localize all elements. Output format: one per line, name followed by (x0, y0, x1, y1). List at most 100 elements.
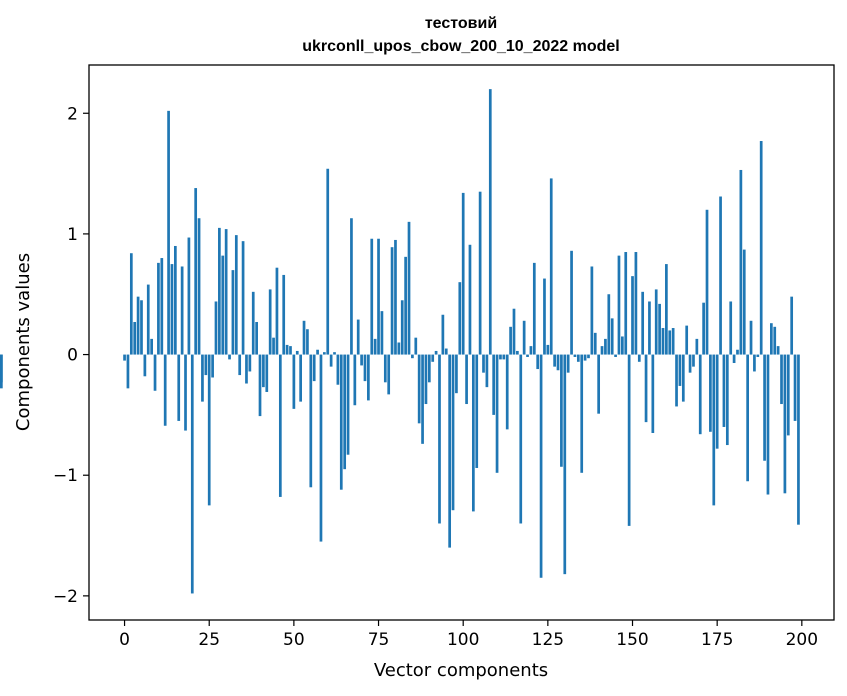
bar (665, 264, 668, 355)
bar (793, 354, 797, 421)
bar (370, 238, 374, 355)
bar (739, 169, 743, 355)
bar (268, 289, 272, 355)
bar (688, 354, 692, 373)
bar (204, 354, 208, 376)
bar (427, 354, 431, 383)
chart-title-line2: ukrconll_upos_cbow_200_10_2022 model (302, 38, 619, 55)
bar (275, 267, 279, 355)
bar (675, 354, 678, 407)
bar (394, 239, 397, 355)
bar (177, 354, 181, 421)
bar (143, 354, 147, 377)
bar (505, 354, 509, 430)
bar (529, 346, 533, 355)
bar (140, 300, 143, 355)
bar (299, 354, 303, 402)
bar (126, 354, 130, 389)
bar (556, 354, 560, 371)
x-axis-ticks: 0 25 50 75 100 125 150 175 200 (119, 620, 818, 650)
bar (312, 354, 316, 382)
bar (390, 247, 394, 355)
bar (719, 196, 722, 355)
bar (495, 354, 499, 473)
bar (658, 303, 661, 355)
bar (539, 354, 543, 578)
bar (702, 302, 705, 355)
bar (722, 354, 726, 427)
bar (763, 354, 766, 461)
bar (350, 218, 353, 355)
bar (509, 326, 512, 355)
bar (546, 344, 550, 355)
x-axis-label: Vector components (374, 660, 548, 681)
bar (566, 354, 570, 373)
bar (627, 354, 631, 526)
bar (251, 291, 255, 355)
bar (367, 354, 370, 401)
bar (543, 278, 546, 355)
bar (614, 354, 617, 357)
bar (404, 256, 407, 355)
bar (753, 354, 756, 372)
bar (316, 349, 319, 355)
bar (587, 354, 590, 359)
bar (167, 110, 170, 355)
bar (231, 270, 235, 355)
bar (295, 350, 299, 355)
bar (576, 354, 580, 362)
bar (146, 284, 150, 355)
bar (0, 354, 3, 383)
x-tick-label: 200 (786, 630, 818, 650)
bar (471, 354, 475, 512)
bar (190, 354, 194, 594)
x-tick-label: 150 (616, 630, 648, 650)
bar (160, 258, 164, 355)
bar (214, 301, 218, 355)
bar (218, 227, 221, 355)
bar (610, 318, 614, 355)
bar (641, 291, 645, 355)
bar (712, 354, 716, 506)
bar (380, 311, 384, 355)
bar (617, 255, 621, 355)
bar (414, 337, 418, 355)
bar (194, 188, 198, 355)
bar (353, 354, 357, 406)
bar (458, 282, 462, 355)
bar (526, 354, 529, 357)
bar (600, 346, 604, 355)
bar (441, 314, 445, 355)
bar (360, 354, 363, 366)
x-tick-label: 125 (532, 630, 564, 650)
bar (444, 348, 448, 355)
bar (736, 349, 739, 355)
bar (363, 354, 367, 382)
bar (692, 354, 695, 367)
bar (150, 338, 154, 355)
x-tick-label: 75 (368, 630, 390, 650)
bar (397, 342, 401, 355)
y-axis-ticks: −2 −1 0 1 2 (53, 104, 89, 607)
x-tick-label: 175 (701, 630, 733, 650)
bar (766, 354, 770, 495)
bar (431, 354, 435, 362)
bar (790, 296, 794, 355)
bar (346, 354, 350, 455)
bar (759, 141, 763, 355)
bar (468, 244, 472, 355)
bar (289, 346, 292, 355)
plot-frame (88, 64, 835, 621)
bar (411, 354, 414, 359)
bar (282, 274, 286, 355)
bar (461, 192, 465, 355)
bar (478, 191, 482, 355)
bar (637, 354, 641, 362)
bar (123, 354, 126, 361)
bar (302, 320, 306, 355)
bar (604, 338, 607, 355)
bar (749, 320, 753, 355)
bar (485, 354, 489, 388)
bar (709, 354, 712, 432)
